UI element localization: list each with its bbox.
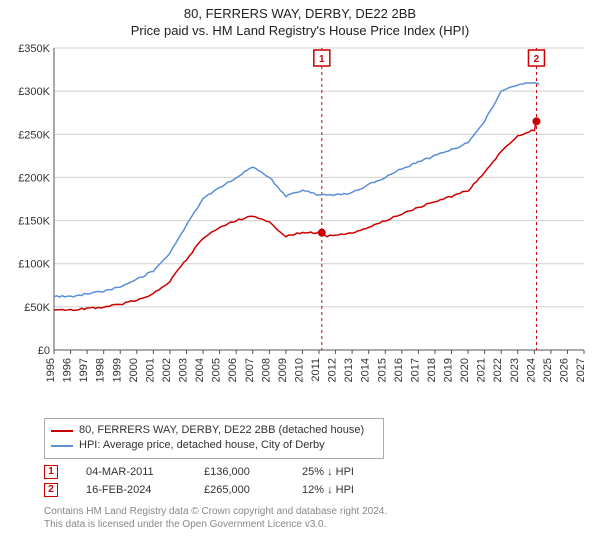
transaction-row: 1 04-MAR-2011 £136,000 25% ↓ HPI — [44, 463, 590, 481]
svg-text:2: 2 — [534, 54, 540, 65]
svg-text:2025: 2025 — [542, 358, 554, 382]
svg-text:2021: 2021 — [476, 358, 488, 382]
legend-swatch — [51, 445, 73, 447]
transaction-price: £136,000 — [204, 466, 274, 478]
legend: 80, FERRERS WAY, DERBY, DE22 2BB (detach… — [44, 418, 384, 459]
transaction-price: £265,000 — [204, 484, 274, 496]
svg-text:2027: 2027 — [575, 358, 587, 382]
svg-text:£200K: £200K — [18, 172, 50, 184]
svg-text:2008: 2008 — [260, 358, 272, 382]
svg-text:2026: 2026 — [558, 358, 570, 382]
svg-text:2020: 2020 — [459, 358, 471, 382]
svg-text:£300K: £300K — [18, 86, 50, 98]
svg-text:2001: 2001 — [144, 358, 156, 382]
svg-text:2005: 2005 — [211, 358, 223, 382]
svg-text:2014: 2014 — [360, 358, 372, 382]
svg-text:£250K: £250K — [18, 129, 50, 141]
svg-text:2002: 2002 — [161, 358, 173, 382]
svg-text:2006: 2006 — [227, 358, 239, 382]
legend-label: 80, FERRERS WAY, DERBY, DE22 2BB (detach… — [79, 423, 364, 438]
footer-line: Contains HM Land Registry data © Crown c… — [44, 505, 590, 518]
svg-text:1: 1 — [319, 54, 325, 65]
transaction-delta: 25% ↓ HPI — [302, 466, 392, 478]
page-subtitle: Price paid vs. HM Land Registry's House … — [0, 21, 600, 42]
svg-text:1997: 1997 — [78, 358, 90, 382]
svg-text:2017: 2017 — [409, 358, 421, 382]
page-title: 80, FERRERS WAY, DERBY, DE22 2BB — [0, 0, 600, 21]
footer-line: This data is licensed under the Open Gov… — [44, 518, 590, 531]
svg-text:2010: 2010 — [293, 358, 305, 382]
svg-text:1995: 1995 — [45, 358, 57, 382]
transaction-marker: 2 — [44, 483, 58, 497]
transaction-row: 2 16-FEB-2024 £265,000 12% ↓ HPI — [44, 481, 590, 499]
svg-text:2003: 2003 — [178, 358, 190, 382]
transaction-marker: 1 — [44, 465, 58, 479]
svg-text:£350K: £350K — [18, 43, 50, 55]
svg-text:£100K: £100K — [18, 259, 50, 271]
svg-text:£0: £0 — [38, 345, 50, 357]
legend-item: 80, FERRERS WAY, DERBY, DE22 2BB (detach… — [51, 423, 377, 438]
svg-text:2022: 2022 — [492, 358, 504, 382]
svg-text:2000: 2000 — [128, 358, 140, 382]
transaction-date: 16-FEB-2024 — [86, 484, 176, 496]
svg-text:1996: 1996 — [62, 358, 74, 382]
transaction-table: 1 04-MAR-2011 £136,000 25% ↓ HPI 2 16-FE… — [44, 463, 590, 499]
svg-text:2013: 2013 — [343, 358, 355, 382]
legend-swatch — [51, 430, 73, 432]
legend-label: HPI: Average price, detached house, City… — [79, 438, 325, 453]
svg-text:£50K: £50K — [24, 302, 50, 314]
price-chart: £0 £50K £100K £150K £200K £250K £300K £350K 1995… — [10, 42, 590, 412]
svg-text:2023: 2023 — [509, 358, 521, 382]
transaction-delta: 12% ↓ HPI — [302, 484, 392, 496]
svg-text:1999: 1999 — [111, 358, 123, 382]
legend-item: HPI: Average price, detached house, City… — [51, 438, 377, 453]
svg-text:2019: 2019 — [443, 358, 455, 382]
svg-text:2007: 2007 — [244, 358, 256, 382]
svg-text:2024: 2024 — [525, 358, 537, 382]
svg-text:2015: 2015 — [376, 358, 388, 382]
svg-text:2018: 2018 — [426, 358, 438, 382]
transaction-date: 04-MAR-2011 — [86, 466, 176, 478]
svg-text:2011: 2011 — [310, 358, 322, 382]
footer: Contains HM Land Registry data © Crown c… — [44, 505, 590, 531]
svg-text:2016: 2016 — [393, 358, 405, 382]
svg-text:2004: 2004 — [194, 358, 206, 382]
svg-text:2009: 2009 — [277, 358, 289, 382]
svg-text:£150K: £150K — [18, 216, 50, 228]
svg-text:2012: 2012 — [327, 358, 339, 382]
svg-text:1998: 1998 — [95, 358, 107, 382]
